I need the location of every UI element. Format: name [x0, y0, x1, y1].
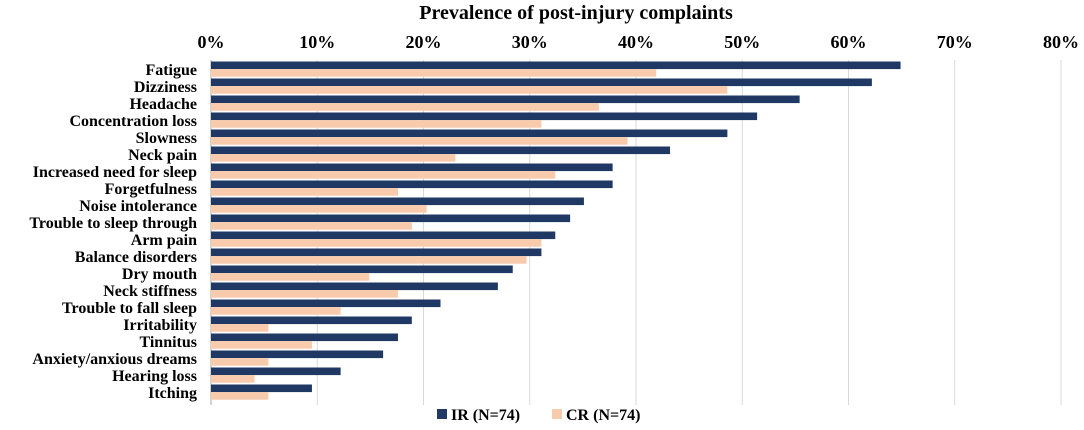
bar-ir — [211, 129, 728, 138]
category-label: Balance disorders — [75, 249, 197, 266]
category-label: Concentration loss — [69, 113, 197, 130]
category-label: Hearing loss — [112, 368, 197, 385]
bar-ir — [211, 180, 613, 189]
category-label: Forgetfulness — [105, 181, 197, 198]
bar-cr — [211, 341, 312, 349]
x-tick-label: 80% — [1043, 32, 1079, 52]
bar-ir — [211, 316, 412, 325]
category-label: Itching — [148, 385, 197, 402]
bar-ir — [211, 282, 498, 291]
bar-ir — [211, 163, 613, 172]
bar-cr — [211, 103, 599, 111]
bar-cr — [211, 273, 370, 281]
bar-ir — [211, 367, 341, 376]
bar-ir — [211, 265, 513, 274]
category-label: Noise intolerance — [79, 198, 197, 215]
category-label: Neck stiffness — [103, 283, 197, 300]
chart-title: Prevalence of post-injury complaints — [419, 2, 733, 24]
bar-cr — [211, 392, 269, 400]
bar-ir — [211, 214, 571, 223]
bar-cr — [211, 69, 657, 77]
x-tick-label: 10% — [299, 32, 335, 52]
x-tick-label: 60% — [831, 32, 867, 52]
bar-ir — [211, 299, 441, 308]
bar-cr — [211, 358, 269, 366]
x-tick-label: 0% — [198, 32, 225, 52]
category-label: Headache — [129, 96, 197, 113]
legend-swatch-ir — [437, 409, 447, 419]
bar-cr — [211, 222, 412, 230]
bar-cr — [211, 120, 542, 128]
bar-ir — [211, 197, 584, 206]
bar-cr — [211, 171, 556, 179]
category-label: Dizziness — [134, 79, 197, 96]
x-tick-label: 50% — [724, 32, 760, 52]
bar-cr — [211, 290, 398, 298]
category-label: Irritability — [123, 317, 197, 334]
bar-cr — [211, 86, 728, 94]
bar-cr — [211, 239, 542, 247]
bar-cr — [211, 256, 527, 264]
bar-cr — [211, 188, 398, 196]
category-label: Trouble to sleep through — [29, 215, 197, 232]
category-label: Increased need for sleep — [33, 164, 197, 181]
bars — [211, 61, 901, 400]
legend-label-cr: CR (N=74) — [566, 407, 640, 424]
bar-ir — [211, 95, 800, 104]
bar-ir — [211, 146, 670, 155]
category-label: Dry mouth — [122, 266, 197, 283]
category-label: Anxiety/anxious dreams — [32, 351, 197, 368]
bar-ir — [211, 248, 542, 257]
bar-ir — [211, 350, 384, 359]
category-label: Tinnitus — [139, 334, 197, 351]
category-label: Neck pain — [128, 147, 197, 164]
bar-ir — [211, 61, 901, 70]
bar-ir — [211, 384, 312, 393]
bar-cr — [211, 307, 341, 315]
bar-cr — [211, 137, 628, 145]
bar-ir — [211, 231, 556, 240]
bar-cr — [211, 375, 255, 383]
bar-ir — [211, 78, 872, 87]
category-label: Trouble to fall sleep — [62, 300, 197, 317]
bar-ir — [211, 112, 758, 121]
legend-swatch-cr — [552, 409, 562, 419]
category-label: Slowness — [136, 130, 197, 147]
x-tick-label: 40% — [618, 32, 654, 52]
legend: IR (N=74) CR (N=74) — [437, 407, 640, 424]
category-label: Arm pain — [131, 232, 197, 249]
category-label: Fatigue — [145, 62, 197, 79]
x-axis-ticks: 0% 10% 20% 30% 40% 50% 60% 70% 80% — [198, 32, 1080, 52]
x-tick-label: 20% — [406, 32, 442, 52]
x-tick-label: 30% — [512, 32, 548, 52]
bar-ir — [211, 333, 398, 342]
legend-label-ir: IR (N=74) — [451, 407, 520, 424]
x-tick-label: 70% — [937, 32, 973, 52]
bar-cr — [211, 324, 269, 332]
bar-cr — [211, 205, 427, 213]
bar-cr — [211, 154, 456, 162]
